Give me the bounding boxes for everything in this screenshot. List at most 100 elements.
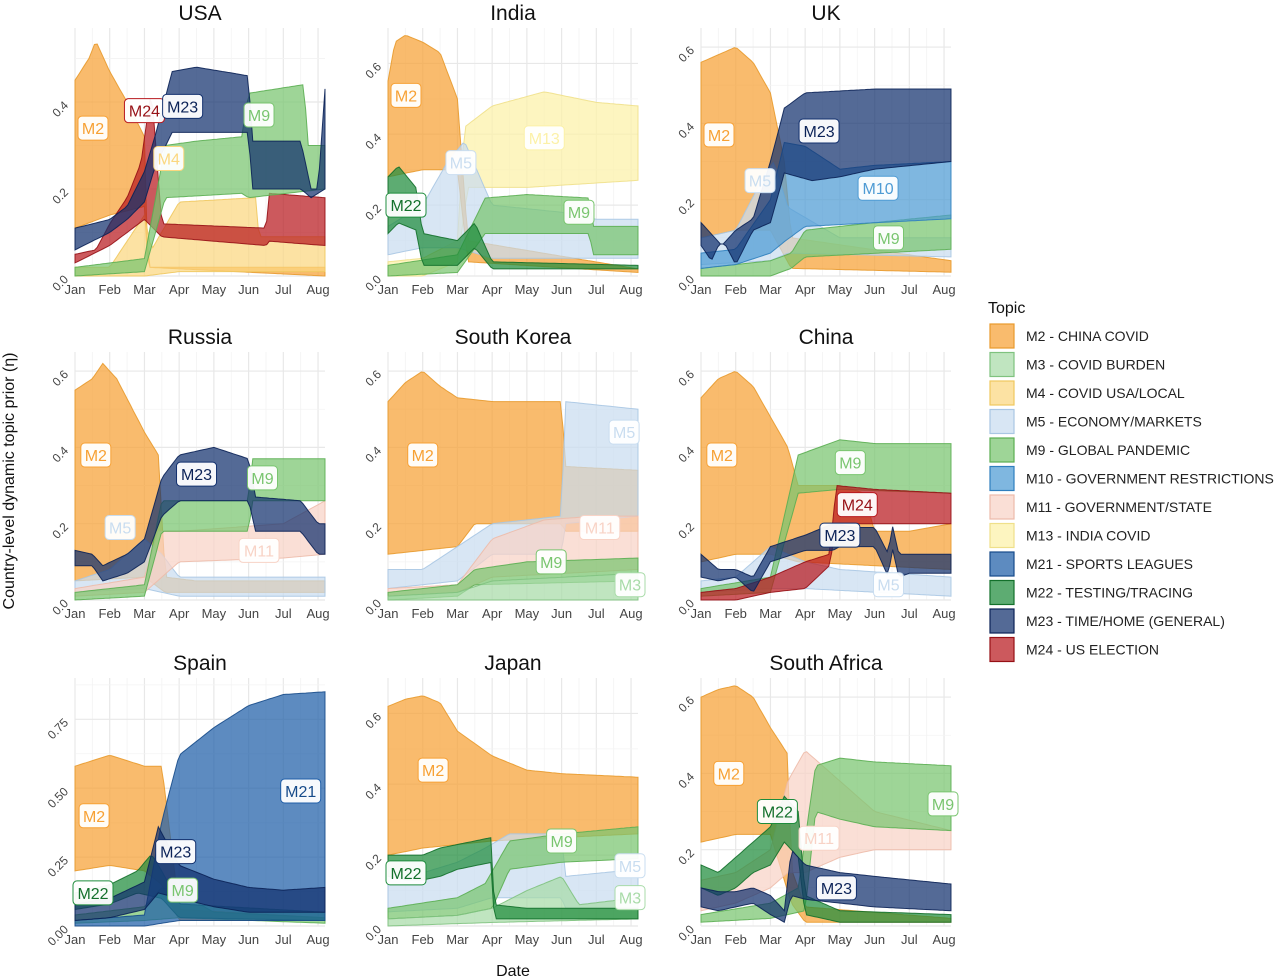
x-tick-label: May — [515, 606, 540, 621]
legend-label: M11 - GOVERNMENT/STATE — [1026, 499, 1212, 515]
area-label-m5: M5 — [744, 168, 776, 194]
x-tick-label: Mar — [446, 932, 469, 947]
legend-item-m24: M24 - US ELECTION — [989, 636, 1159, 663]
area-m22 — [387, 166, 639, 270]
area-label-m11: M11 — [798, 825, 840, 851]
svg-text:M23: M23 — [821, 881, 852, 898]
area-label-m23: M23 — [798, 118, 840, 144]
svg-text:M2: M2 — [83, 809, 105, 826]
svg-text:M13: M13 — [529, 131, 560, 148]
svg-text:M4: M4 — [158, 152, 180, 169]
x-tick-label: Jan — [65, 932, 86, 947]
area-label-m23: M23 — [162, 93, 204, 119]
area-label-m22: M22 — [72, 880, 114, 906]
svg-text:M22: M22 — [390, 866, 421, 883]
svg-text:M10: M10 — [863, 181, 894, 198]
x-tick-label: Jan — [691, 932, 712, 947]
x-tick-label: Feb — [99, 932, 121, 947]
legend-swatch — [989, 380, 1015, 406]
x-tick-label: Feb — [725, 282, 747, 297]
area-label-m2: M2 — [77, 115, 109, 141]
svg-text:M9: M9 — [172, 883, 194, 900]
area-label-m10: M10 — [857, 175, 899, 201]
legend-label: M9 - GLOBAL PANDEMIC — [1026, 442, 1190, 458]
svg-text:M3: M3 — [619, 891, 641, 908]
area-label-m23: M23 — [819, 522, 861, 548]
legend-swatch — [989, 551, 1015, 577]
x-tick-label: Jan — [691, 606, 712, 621]
area-m24 — [700, 485, 952, 601]
svg-text:M5: M5 — [613, 425, 635, 442]
legend-label: M23 - TIME/HOME (GENERAL) — [1026, 613, 1225, 629]
svg-text:M23: M23 — [181, 467, 212, 484]
x-tick-label: Aug — [306, 606, 329, 621]
legend-swatch — [989, 465, 1015, 492]
x-axis-title: Date — [496, 963, 530, 979]
legend-item-m10: M10 - GOVERNMENT RESTRICTIONS — [989, 465, 1274, 492]
area-label-m2: M2 — [390, 82, 422, 108]
svg-text:M2: M2 — [85, 448, 107, 465]
x-tick-label: Feb — [412, 932, 434, 947]
area-label-m9: M9 — [873, 225, 904, 251]
x-tick-label: May — [828, 932, 853, 947]
x-tick-label: Jan — [378, 282, 399, 297]
area-label-m5: M5 — [104, 515, 136, 541]
area-label-m9: M9 — [247, 465, 278, 491]
x-tick-label: Apr — [795, 932, 816, 947]
svg-text:M9: M9 — [568, 205, 590, 222]
legend-item-m5: M5 - ECONOMY/MARKETS — [989, 408, 1202, 435]
y-tick-label: 0.4 — [362, 443, 384, 465]
legend-label: M13 - INDIA COVID — [1026, 528, 1150, 544]
panel-title: Spain — [173, 652, 227, 675]
svg-text:M23: M23 — [824, 528, 855, 545]
y-tick-label: 0.75 — [45, 715, 72, 742]
area-m3 — [387, 572, 639, 601]
legend-swatch — [989, 522, 1015, 549]
legend-swatch — [989, 351, 1015, 378]
svg-text:M11: M11 — [585, 521, 615, 538]
x-tick-label: Jun — [238, 282, 259, 297]
area-label-m2: M2 — [80, 442, 112, 468]
y-tick-label: 0.6 — [675, 693, 697, 715]
area-label-m2: M2 — [706, 442, 738, 468]
x-tick-label: Jul — [901, 606, 918, 621]
x-tick-label: Apr — [482, 282, 503, 297]
svg-text:M5: M5 — [619, 859, 641, 876]
svg-text:M23: M23 — [160, 845, 191, 862]
panel-title: China — [799, 326, 854, 349]
panel-title: Japan — [484, 652, 541, 675]
legend-label: M5 - ECONOMY/MARKETS — [1026, 414, 1202, 430]
svg-text:M23: M23 — [803, 124, 834, 141]
svg-text:M2: M2 — [82, 121, 104, 138]
legend-label: M3 - COVID BURDEN — [1026, 357, 1165, 373]
area-m22 — [387, 837, 639, 920]
svg-text:M5: M5 — [877, 578, 899, 595]
x-tick-label: Jun — [551, 606, 572, 621]
x-tick-label: May — [515, 282, 540, 297]
y-tick-label: 0.6 — [675, 43, 697, 65]
y-tick-label: 0.4 — [362, 780, 384, 802]
legend: Topic M2 - CHINA COVID M3 - COVID BURDEN M… — [988, 300, 1274, 663]
legend-label: M24 - US ELECTION — [1026, 642, 1159, 658]
x-tick-label: Apr — [169, 606, 190, 621]
x-tick-label: Jun — [864, 606, 885, 621]
x-tick-label: Jul — [588, 932, 605, 947]
y-tick-label: 0.6 — [362, 367, 384, 389]
legend-item-m2: M2 - CHINA COVID — [989, 323, 1149, 349]
area-label-m9: M9 — [535, 549, 567, 575]
x-tick-label: Feb — [725, 932, 747, 947]
svg-text:M9: M9 — [251, 471, 273, 488]
x-tick-label: Jun — [551, 282, 572, 297]
x-tick-label: Aug — [932, 606, 955, 621]
svg-text:M22: M22 — [390, 198, 421, 215]
area-label-m24: M24 — [836, 492, 878, 518]
panel-title: USA — [178, 2, 221, 25]
area-label-m9: M9 — [927, 791, 959, 817]
x-tick-label: Feb — [725, 606, 747, 621]
area-label-m9: M9 — [834, 450, 866, 476]
area-label-m23: M23 — [815, 875, 857, 901]
